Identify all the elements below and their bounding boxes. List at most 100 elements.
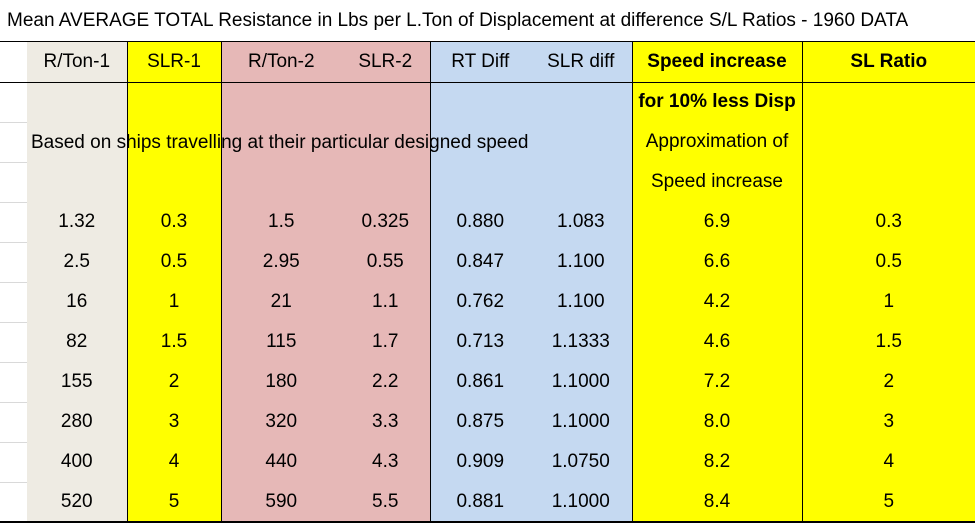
cell-slr-1[interactable]: 3 xyxy=(126,402,222,442)
cell-sl-ratio[interactable]: 2 xyxy=(802,362,975,402)
empty-cell[interactable] xyxy=(341,122,431,162)
cell-rt-diff[interactable]: 0.909 xyxy=(430,442,530,482)
cell-sl-ratio[interactable]: 0.5 xyxy=(802,242,975,282)
cell-speed-increase[interactable]: 8.4 xyxy=(632,482,803,523)
empty-cell[interactable] xyxy=(530,122,633,162)
cell-speed-increase[interactable]: 6.6 xyxy=(632,242,803,282)
cell-slr-diff[interactable]: 1.1000 xyxy=(530,482,633,523)
empty-cell[interactable] xyxy=(221,82,341,122)
cell-r-ton-2[interactable]: 590 xyxy=(221,482,341,523)
header-rt-diff[interactable]: RT Diff xyxy=(430,42,530,83)
header-slr-2[interactable]: SLR-2 xyxy=(341,42,431,83)
cell-r-ton-2[interactable]: 440 xyxy=(221,442,341,482)
row-edge-cell[interactable] xyxy=(0,482,27,523)
cell-slr-diff[interactable]: 1.0750 xyxy=(530,442,633,482)
cell-r-ton-2[interactable]: 320 xyxy=(221,402,341,442)
cell-speed-increase[interactable]: 8.0 xyxy=(632,402,803,442)
cell-slr-2[interactable]: 0.55 xyxy=(341,242,431,282)
cell-speed-increase[interactable]: 6.9 xyxy=(632,202,803,242)
cell-r-ton-1[interactable]: 520 xyxy=(27,482,127,523)
header-r-ton-1[interactable]: R/Ton-1 xyxy=(27,42,127,83)
header-r-ton-2[interactable]: R/Ton-2 xyxy=(221,42,341,83)
cell-slr-2[interactable]: 1.7 xyxy=(341,322,431,362)
empty-cell[interactable] xyxy=(341,162,431,202)
cell-speed-increase[interactable]: 4.6 xyxy=(632,322,803,362)
speed-note-line3[interactable]: Speed increase xyxy=(632,162,803,202)
cell-r-ton-2[interactable]: 115 xyxy=(221,322,341,362)
speed-note-line1[interactable]: for 10% less Disp xyxy=(632,82,803,122)
cell-r-ton-1[interactable]: 2.5 xyxy=(27,242,127,282)
cell-slr-2[interactable]: 5.5 xyxy=(341,482,431,523)
cell-slr-diff[interactable]: 1.100 xyxy=(530,282,633,322)
cell-rt-diff[interactable]: 0.713 xyxy=(430,322,530,362)
cell-slr-diff[interactable]: 1.1000 xyxy=(530,402,633,442)
empty-cell[interactable] xyxy=(430,162,530,202)
cell-slr-1[interactable]: 0.3 xyxy=(126,202,222,242)
cell-slr-diff[interactable]: 1.1333 xyxy=(530,322,633,362)
cell-slr-2[interactable]: 2.2 xyxy=(341,362,431,402)
cell-slr-1[interactable]: 1.5 xyxy=(126,322,222,362)
cell-r-ton-2[interactable]: 1.5 xyxy=(221,202,341,242)
cell-r-ton-1[interactable]: 16 xyxy=(27,282,127,322)
cell-slr-2[interactable]: 3.3 xyxy=(341,402,431,442)
cell-rt-diff[interactable]: 0.861 xyxy=(430,362,530,402)
cell-slr-1[interactable]: 5 xyxy=(126,482,222,523)
cell-r-ton-1[interactable]: 1.32 xyxy=(27,202,127,242)
cell-speed-increase[interactable]: 7.2 xyxy=(632,362,803,402)
speed-note-line2[interactable]: Approximation of xyxy=(632,122,803,162)
empty-cell[interactable] xyxy=(341,82,431,122)
cell-sl-ratio[interactable]: 1 xyxy=(802,282,975,322)
cell-slr-1[interactable]: 0.5 xyxy=(126,242,222,282)
cell-rt-diff[interactable]: 0.881 xyxy=(430,482,530,523)
cell-slr-1[interactable]: 4 xyxy=(126,442,222,482)
cell-r-ton-2[interactable]: 180 xyxy=(221,362,341,402)
empty-cell[interactable] xyxy=(27,122,127,162)
empty-cell[interactable] xyxy=(530,82,633,122)
cell-sl-ratio[interactable]: 3 xyxy=(802,402,975,442)
cell-sl-ratio[interactable]: 1.5 xyxy=(802,322,975,362)
row-edge-cell[interactable] xyxy=(0,442,27,483)
row-edge-cell[interactable] xyxy=(0,402,27,443)
empty-cell[interactable] xyxy=(126,122,222,162)
row-edge-cell[interactable] xyxy=(0,362,27,403)
cell-slr-1[interactable]: 2 xyxy=(126,362,222,402)
cell-sl-ratio[interactable]: 0.3 xyxy=(802,202,975,242)
row-edge-cell[interactable] xyxy=(0,202,27,243)
header-speed-increase[interactable]: Speed increase xyxy=(632,42,803,83)
header-slr-diff[interactable]: SLR diff xyxy=(530,42,633,83)
cell-slr-1[interactable]: 1 xyxy=(126,282,222,322)
empty-cell[interactable] xyxy=(126,82,222,122)
cell-slr-diff[interactable]: 1.1000 xyxy=(530,362,633,402)
cell-rt-diff[interactable]: 0.875 xyxy=(430,402,530,442)
header-slr-1[interactable]: SLR-1 xyxy=(126,42,222,83)
cell-slr-2[interactable]: 4.3 xyxy=(341,442,431,482)
empty-cell[interactable] xyxy=(430,82,530,122)
empty-cell[interactable] xyxy=(802,122,975,162)
cell-speed-increase[interactable]: 8.2 xyxy=(632,442,803,482)
cell-rt-diff[interactable]: 0.847 xyxy=(430,242,530,282)
cell-slr-diff[interactable]: 1.100 xyxy=(530,242,633,282)
empty-cell[interactable] xyxy=(430,122,530,162)
row-edge-cell[interactable] xyxy=(0,162,27,203)
cell-r-ton-1[interactable]: 82 xyxy=(27,322,127,362)
empty-cell[interactable] xyxy=(221,162,341,202)
cell-speed-increase[interactable]: 4.2 xyxy=(632,282,803,322)
cell-r-ton-1[interactable]: 280 xyxy=(27,402,127,442)
row-edge-cell[interactable] xyxy=(0,282,27,323)
empty-cell[interactable] xyxy=(802,82,975,122)
cell-slr-diff[interactable]: 1.083 xyxy=(530,202,633,242)
row-edge-cell[interactable]: Based on ships travelling at their parti… xyxy=(0,122,528,163)
cell-r-ton-2[interactable]: 2.95 xyxy=(221,242,341,282)
header-sl-ratio[interactable]: SL Ratio xyxy=(802,42,975,83)
row-edge-cell[interactable] xyxy=(0,42,27,83)
cell-r-ton-1[interactable]: 400 xyxy=(27,442,127,482)
empty-cell[interactable] xyxy=(27,82,127,122)
row-edge-cell[interactable] xyxy=(0,82,27,123)
row-edge-cell[interactable] xyxy=(0,242,27,283)
empty-cell[interactable] xyxy=(802,162,975,202)
cell-r-ton-1[interactable]: 155 xyxy=(27,362,127,402)
empty-cell[interactable] xyxy=(126,162,222,202)
empty-cell[interactable] xyxy=(27,162,127,202)
cell-sl-ratio[interactable]: 5 xyxy=(802,482,975,523)
cell-rt-diff[interactable]: 0.880 xyxy=(430,202,530,242)
